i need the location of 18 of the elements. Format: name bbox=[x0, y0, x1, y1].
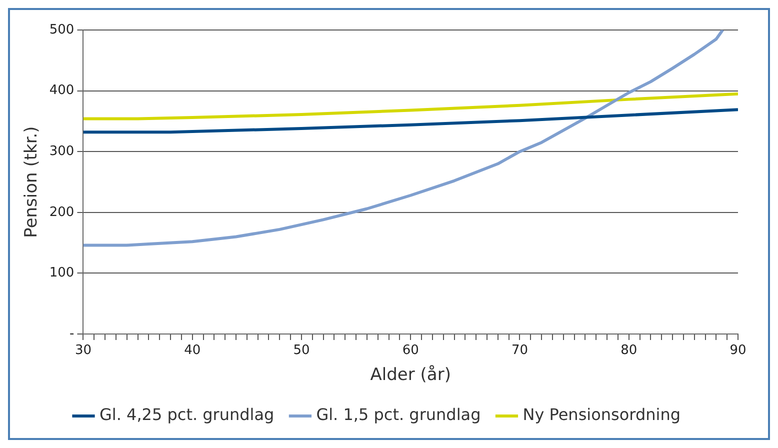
y-tick-label: - bbox=[70, 326, 75, 342]
y-tick-label: 300 bbox=[49, 144, 74, 159]
x-tick-label: 40 bbox=[184, 343, 201, 358]
x-tick-label: 70 bbox=[511, 343, 528, 358]
x-tick-label: 90 bbox=[730, 343, 746, 358]
x-tick-label: 80 bbox=[620, 343, 638, 358]
y-tick-label: 500 bbox=[49, 22, 74, 38]
legend-label: Gl. 4,25 pct. grundlag bbox=[100, 405, 274, 424]
x-tick-label: 50 bbox=[293, 343, 310, 358]
x-axis-title: Alder (år) bbox=[370, 365, 451, 386]
y-tick-label: 200 bbox=[49, 204, 74, 220]
x-tick-label: 30 bbox=[74, 343, 92, 358]
y-tick-label: 100 bbox=[49, 266, 74, 281]
legend-label: Ny Pensionsordning bbox=[522, 405, 680, 424]
y-axis-title: Pension (tkr.) bbox=[22, 126, 42, 238]
y-tick-label: 400 bbox=[49, 83, 74, 98]
legend-label: Gl. 1,5 pct. grundlag bbox=[316, 405, 481, 424]
x-tick-label: 60 bbox=[402, 343, 419, 358]
